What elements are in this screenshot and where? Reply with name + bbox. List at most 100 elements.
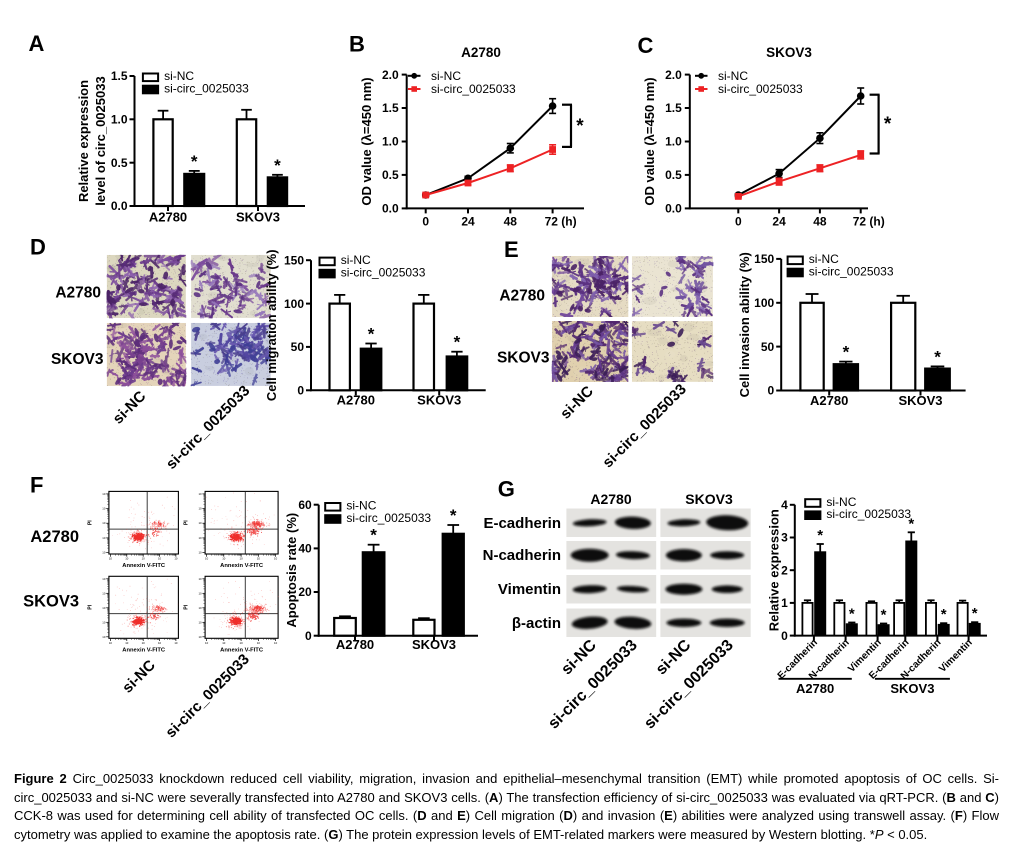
svg-text:SKOV3: SKOV3: [766, 45, 812, 60]
svg-text:72 (h): 72 (h): [853, 214, 885, 228]
svg-text:10: 10: [240, 641, 244, 645]
svg-text:1.5: 1.5: [111, 69, 128, 83]
svg-text:si-circ_0025033: si-circ_0025033: [163, 382, 253, 472]
svg-text:10: 10: [198, 492, 202, 496]
svg-text:si-circ_0025033: si-circ_0025033: [599, 381, 689, 471]
svg-text:*: *: [450, 506, 457, 525]
svg-text:48: 48: [504, 214, 518, 228]
svg-text:PI: PI: [184, 604, 190, 609]
svg-text:Relative expression: Relative expression: [767, 509, 782, 631]
svg-text:si-circ_0025033: si-circ_0025033: [162, 651, 252, 741]
svg-text:C: C: [638, 33, 654, 58]
svg-text:10: 10: [257, 557, 261, 561]
svg-text:10: 10: [174, 557, 178, 561]
svg-text:*: *: [274, 156, 281, 175]
svg-text:10: 10: [222, 557, 226, 561]
svg-text:10: 10: [198, 536, 202, 540]
svg-text:0.0: 0.0: [665, 202, 682, 216]
svg-text:*: *: [972, 605, 978, 622]
svg-text:0: 0: [781, 629, 788, 643]
svg-text:D: D: [30, 235, 46, 260]
svg-text:level of circ_0025033: level of circ_0025033: [93, 76, 108, 205]
svg-text:*: *: [843, 343, 850, 362]
svg-text:si-NC: si-NC: [431, 69, 461, 83]
svg-text:Annexin V-FITC: Annexin V-FITC: [220, 647, 264, 653]
svg-text:si-circ_0025033: si-circ_0025033: [718, 82, 803, 96]
svg-text:10: 10: [198, 521, 202, 525]
svg-text:si-NC: si-NC: [718, 69, 748, 83]
svg-text:*: *: [884, 114, 892, 135]
svg-text:100: 100: [754, 296, 774, 310]
svg-text:A2780: A2780: [55, 285, 101, 302]
svg-text:10: 10: [125, 641, 129, 645]
svg-text:2: 2: [781, 563, 788, 577]
svg-text:A2780: A2780: [810, 393, 848, 408]
svg-text:*: *: [454, 333, 461, 352]
svg-text:10: 10: [102, 577, 106, 581]
svg-text:10: 10: [274, 641, 278, 645]
svg-text:10: 10: [198, 620, 202, 624]
svg-text:1: 1: [781, 596, 788, 610]
svg-text:Cell migration ability (%): Cell migration ability (%): [264, 249, 279, 401]
svg-text:A2780: A2780: [590, 491, 631, 507]
svg-text:40: 40: [298, 542, 312, 556]
svg-text:A: A: [29, 31, 45, 56]
svg-text:2.0: 2.0: [665, 68, 682, 82]
svg-text:*: *: [370, 526, 377, 545]
svg-text:SKOV3: SKOV3: [898, 393, 942, 408]
svg-text:0.0: 0.0: [111, 199, 128, 213]
svg-text:10: 10: [102, 507, 106, 511]
svg-text:si-NC: si-NC: [826, 495, 856, 509]
svg-text:G: G: [498, 477, 515, 502]
svg-text:*: *: [368, 325, 375, 344]
svg-text:SKOV3: SKOV3: [890, 681, 934, 696]
svg-text:si-circ_0025033: si-circ_0025033: [809, 264, 894, 278]
svg-text:PI: PI: [87, 604, 93, 609]
svg-text:SKOV3: SKOV3: [51, 351, 104, 368]
svg-text:*: *: [908, 515, 914, 532]
svg-text:0: 0: [297, 384, 304, 398]
svg-text:24: 24: [772, 214, 786, 228]
svg-text:1.5: 1.5: [665, 101, 682, 115]
svg-text:si-NC: si-NC: [119, 657, 159, 697]
svg-text:0.0: 0.0: [382, 202, 399, 216]
svg-text:10: 10: [102, 606, 106, 610]
svg-text:10: 10: [222, 641, 226, 645]
svg-text:si-NC: si-NC: [346, 499, 376, 513]
svg-text:10: 10: [102, 635, 106, 639]
svg-text:10: 10: [198, 507, 202, 511]
svg-text:0: 0: [768, 384, 775, 398]
svg-text:50: 50: [291, 340, 305, 354]
svg-text:10: 10: [102, 536, 106, 540]
svg-text:10: 10: [109, 641, 113, 645]
svg-text:24: 24: [461, 214, 475, 228]
svg-text:10: 10: [125, 557, 129, 561]
svg-text:0: 0: [305, 629, 312, 643]
svg-text:N-cadherin: N-cadherin: [483, 547, 561, 564]
svg-text:150: 150: [754, 252, 774, 266]
svg-text:3: 3: [781, 531, 788, 545]
svg-text:20: 20: [298, 585, 312, 599]
svg-text:10: 10: [109, 557, 113, 561]
svg-text:*: *: [941, 606, 947, 623]
svg-text:si-circ_0025033: si-circ_0025033: [346, 511, 431, 525]
svg-text:Vimentin: Vimentin: [937, 637, 975, 675]
svg-text:10: 10: [102, 551, 106, 555]
svg-text:10: 10: [198, 577, 202, 581]
svg-text:10: 10: [198, 606, 202, 610]
svg-text:si-NC: si-NC: [341, 253, 371, 267]
svg-text:B: B: [349, 32, 365, 57]
svg-text:10: 10: [102, 591, 106, 595]
svg-text:4: 4: [781, 498, 788, 512]
svg-text:si-circ_0025033: si-circ_0025033: [431, 82, 516, 96]
svg-text:48: 48: [813, 214, 827, 228]
svg-text:10: 10: [205, 641, 209, 645]
svg-text:*: *: [934, 347, 941, 366]
svg-text:0: 0: [735, 214, 742, 228]
svg-text:2.0: 2.0: [382, 68, 399, 82]
svg-text:10: 10: [158, 557, 162, 561]
svg-text:F: F: [30, 473, 43, 498]
svg-text:100: 100: [284, 297, 304, 311]
svg-text:si-circ_0025033: si-circ_0025033: [826, 507, 911, 521]
svg-text:si-NC: si-NC: [557, 383, 597, 423]
